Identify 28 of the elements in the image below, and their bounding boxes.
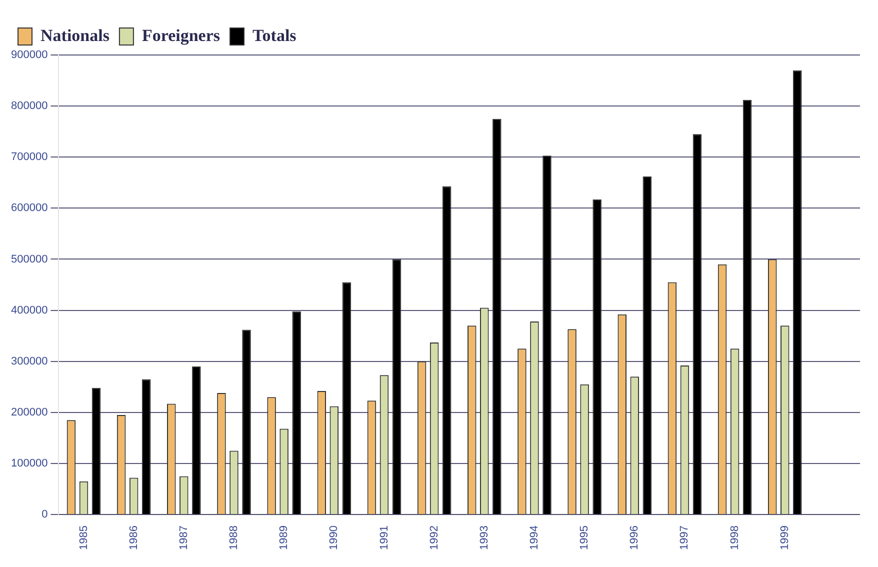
x-tick-label: 1994: [528, 526, 541, 550]
legend-label: Totals: [252, 26, 297, 45]
y-tick-label: 600000: [10, 202, 48, 214]
y-tick-label: 700000: [10, 151, 48, 164]
y-tick-label: 500000: [10, 253, 48, 266]
x-tick-label: 1991: [378, 526, 390, 550]
x-tick-label: 1999: [778, 526, 791, 550]
x-tick-label: 1996: [628, 526, 641, 550]
y-tick-label: 800000: [10, 100, 48, 112]
x-tick-label: 1985: [78, 526, 90, 550]
x-tick-label: 1993: [478, 526, 490, 550]
x-tick-label: 1998: [728, 526, 741, 550]
x-tick-label: 1989: [278, 526, 290, 550]
x-tick-label: 1986: [128, 526, 140, 550]
x-tick-label: 1990: [328, 526, 340, 550]
x-tick-label: 1987: [178, 526, 190, 550]
legend-label: Nationals: [40, 26, 110, 45]
legend-label: Foreigners: [142, 26, 220, 45]
x-tick-label: 1997: [678, 526, 691, 550]
y-tick-label: 400000: [10, 304, 48, 316]
y-tick-label: 200000: [10, 406, 48, 418]
x-tick-label: 1988: [228, 526, 240, 550]
y-tick-label: 0: [42, 508, 48, 521]
y-tick-label: 100000: [10, 458, 48, 470]
y-tick-label: 300000: [10, 355, 48, 368]
x-tick-label: 1995: [578, 526, 591, 550]
y-tick-label: 900000: [10, 49, 48, 62]
x-tick-label: 1992: [428, 526, 440, 550]
